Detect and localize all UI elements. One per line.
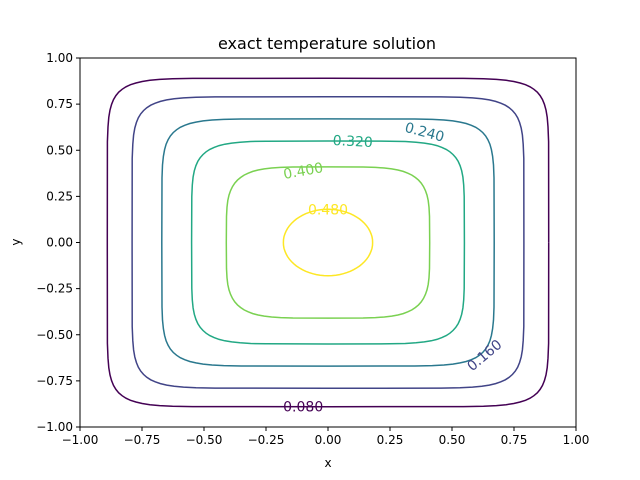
x-tick-label: −0.50 (186, 433, 223, 447)
y-tick-label: −1.00 (36, 420, 73, 434)
x-axis-label: x (324, 456, 331, 470)
y-axis-ticks: −1.00 −0.75 −0.50 −0.25 0.00 0.25 0.50 0.75 1.00 (36, 51, 80, 434)
contour-line-0.160 (131, 95, 525, 390)
contour-label-0.320: 0.320 (332, 133, 373, 151)
x-tick-label: 0.00 (315, 433, 342, 447)
contour-label-0.400: 0.400 (282, 160, 324, 183)
contour-line-0.320 (190, 140, 466, 345)
contour-line-0.480 (282, 208, 374, 277)
x-tick-label: −0.75 (124, 433, 161, 447)
contour-label-0.480: 0.480 (308, 202, 348, 218)
y-tick-label: 1.00 (46, 51, 73, 65)
y-tick-label: −0.50 (36, 328, 73, 342)
y-tick-label: 0.25 (46, 189, 73, 203)
x-tick-label: 1.00 (563, 433, 590, 447)
y-tick-label: 0.00 (46, 236, 73, 250)
chart-title: exact temperature solution (218, 34, 436, 53)
y-tick-label: 0.75 (46, 97, 73, 111)
y-tick-label: 0.50 (46, 143, 73, 157)
x-tick-label: 0.50 (439, 433, 466, 447)
contour-lines (106, 77, 550, 408)
x-tick-label: −0.25 (248, 433, 285, 447)
y-axis-label: y (9, 238, 23, 245)
x-axis-ticks: −1.00 −0.75 −0.50 −0.25 0.00 0.25 0.50 0.75 1.00 (62, 427, 590, 447)
x-tick-label: 0.75 (501, 433, 528, 447)
contour-line-0.240 (161, 118, 495, 367)
y-tick-label: −0.75 (36, 374, 73, 388)
contour-label-0.080: 0.080 (283, 400, 323, 416)
x-tick-label: −1.00 (62, 433, 99, 447)
y-tick-label: −0.25 (36, 282, 73, 296)
contour-line-0.080 (106, 77, 550, 408)
contour-line-0.400 (225, 166, 431, 319)
x-tick-label: 0.25 (377, 433, 404, 447)
